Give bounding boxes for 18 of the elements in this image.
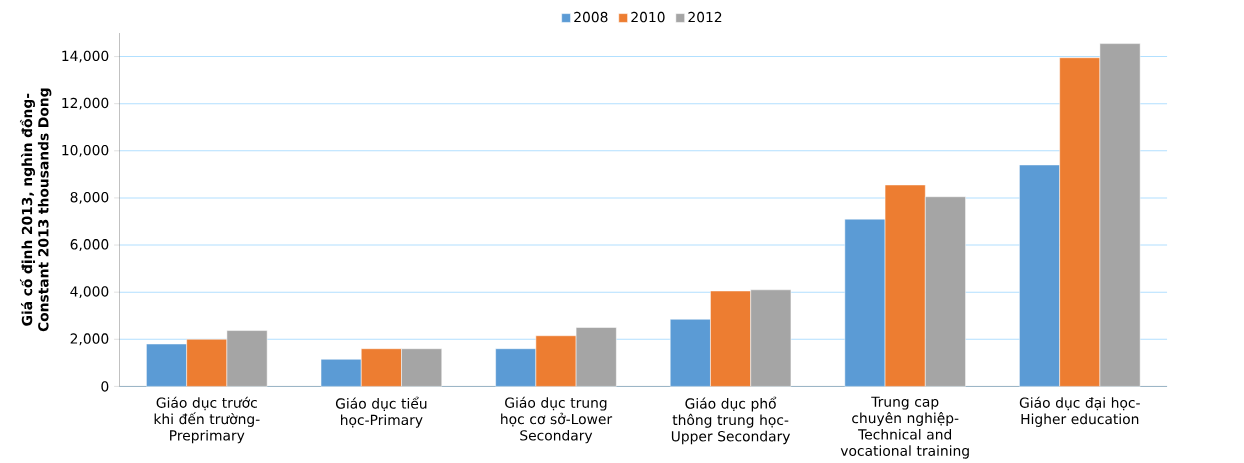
y-tick-label: 14,000 [62, 50, 109, 63]
x-tick-label: Giáo dục trước khi đến trường-Preprimary [154, 396, 260, 444]
y-tick-label: 8,000 [70, 191, 109, 204]
x-tick-label: Giáo dục trung học cơ sở-Lower Secondary [501, 396, 613, 444]
x-tick-label: Giáo dục tiểu học-Primary [335, 396, 427, 428]
x-tick-label: Trung cap chuyên nghiệp-Technical and vocational training [840, 396, 969, 459]
x-tick-label: Giáo dục đại học-Higher education [1019, 396, 1140, 427]
legend-label: 2010 [631, 11, 665, 23]
legend-label: 2012 [688, 11, 722, 23]
y-tick-label: 10,000 [62, 144, 109, 157]
x-tick-label: Giáo dục phổ thông trung học-Upper Secondary [671, 396, 791, 445]
y-tick-label: 12,000 [62, 97, 109, 110]
y-tick-label: 6,000 [70, 238, 109, 251]
y-tick-label: 4,000 [70, 286, 109, 298]
y-axis-title: Giá cố định 2013, nghìn đồng-Constant 2013 thousands Dong [19, 88, 52, 332]
y-tick-label: 0 [101, 381, 109, 392]
legend-label: 2008 [574, 11, 608, 23]
y-tick-label: 2,000 [70, 333, 109, 346]
